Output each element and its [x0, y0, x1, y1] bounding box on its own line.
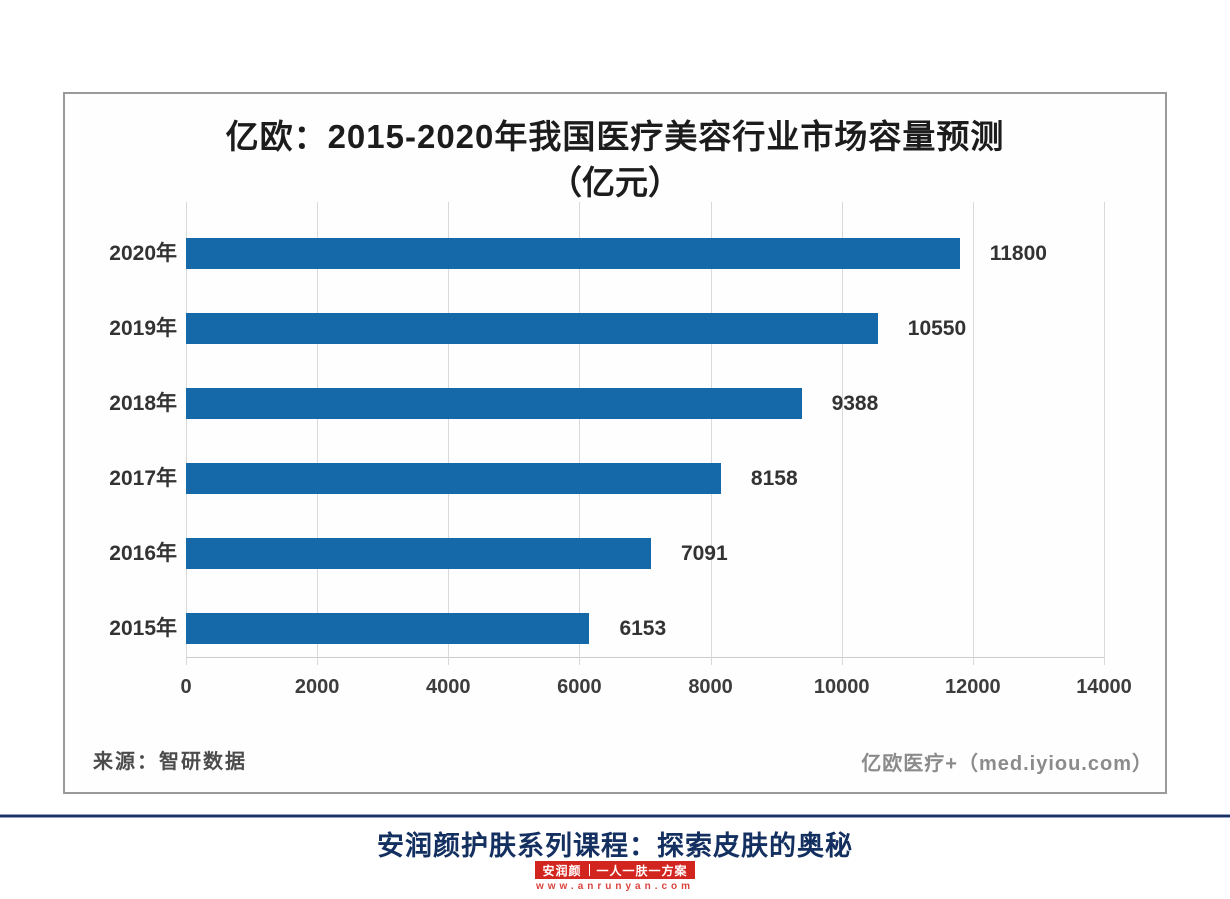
gridline-14000 — [1104, 202, 1105, 665]
x-tick-label-6000: 6000 — [557, 676, 602, 698]
category-label-2018年: 2018年 — [109, 392, 177, 415]
x-tick-label-14000: 14000 — [1076, 676, 1132, 698]
source-left-label: 来源：智研数据 — [93, 751, 247, 773]
badge-divider-icon — [588, 864, 590, 876]
badge-name: 安润颜 — [542, 863, 582, 878]
gridline-4000 — [448, 202, 450, 665]
category-label-2016年: 2016年 — [109, 542, 177, 565]
gridline-0 — [186, 202, 187, 665]
gridline-8000 — [710, 202, 712, 665]
gridline-6000 — [579, 202, 581, 665]
bar-2017年 — [186, 463, 721, 494]
value-label-2018年: 9388 — [831, 392, 879, 415]
gridline-12000 — [972, 202, 974, 665]
value-label-2020年: 11800 — [989, 242, 1047, 265]
category-label-2017年: 2017年 — [109, 467, 177, 490]
value-label-2019年: 10550 — [907, 317, 967, 340]
divider-line — [0, 814, 1230, 818]
x-tick-label-10000: 10000 — [813, 676, 870, 698]
gridline-10000 — [841, 202, 843, 665]
value-label-2016年: 7091 — [680, 542, 728, 565]
x-tick-label-2000: 2000 — [294, 676, 340, 698]
brand-badge: 安润颜 一人一肤一方案 — [535, 861, 695, 879]
category-label-2015年: 2015年 — [109, 617, 177, 640]
x-tick-label-8000: 8000 — [688, 676, 733, 698]
value-label-2015年: 6153 — [619, 617, 667, 640]
plot-area: 11800 10550 9388 8158 7091 6153 — [186, 202, 1105, 665]
bar-2015年 — [186, 613, 590, 644]
chart-subtitle: （亿元） — [549, 164, 681, 201]
value-label-2017年: 8158 — [750, 467, 798, 490]
x-tick-label-12000: 12000 — [945, 676, 1001, 698]
chart-title: 亿欧：2015-2020年我国医疗美容行业市场容量预测 — [225, 118, 1005, 155]
bar-2020年 — [186, 238, 960, 269]
source-right-label: 亿欧医疗+（med.iyiou.com） — [861, 753, 1153, 775]
category-label-2020年: 2020年 — [109, 242, 177, 265]
x-tick-label-4000: 4000 — [426, 676, 471, 698]
bar-2016年 — [186, 538, 651, 569]
category-label-2019年: 2019年 — [109, 317, 177, 340]
badge-slogan: 一人一肤一方案 — [596, 863, 688, 878]
footer-headline: 安润颜护肤系列课程：探索皮肤的奥秘 — [377, 831, 853, 861]
bar-2018年 — [186, 388, 802, 419]
badge-row: 安润颜 一人一肤一方案 — [0, 861, 1230, 879]
x-tick-label-0: 0 — [180, 676, 192, 698]
brand-website: www.anrunyan.com — [535, 881, 695, 892]
bar-2019年 — [186, 313, 878, 344]
chart-panel: 亿欧：2015-2020年我国医疗美容行业市场容量预测 （亿元） 11800 10… — [63, 92, 1167, 794]
gridline-2000 — [317, 202, 319, 665]
